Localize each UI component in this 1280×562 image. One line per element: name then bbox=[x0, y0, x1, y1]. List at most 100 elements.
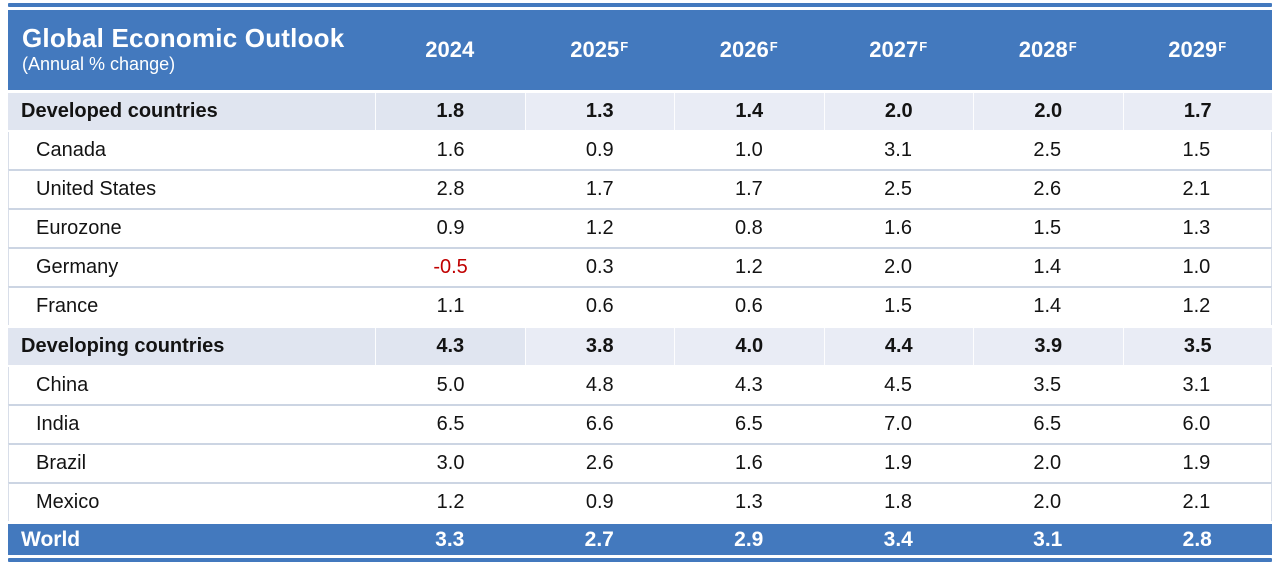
column-header-2025: 2025F bbox=[570, 37, 629, 62]
cell-value: 1.6 bbox=[436, 139, 465, 161]
table-row: World 3.3 2.7 2.9 3.4 3.1 2.8 bbox=[8, 524, 1272, 555]
cell-value: 2.7 bbox=[584, 527, 614, 551]
cell-value: 4.0 bbox=[674, 328, 824, 365]
cell-value: 0.6 bbox=[585, 295, 614, 317]
cell-value: 0.9 bbox=[436, 217, 465, 239]
table-row: Brazil 3.0 2.6 1.6 1.9 2.0 1.9 bbox=[8, 443, 1272, 482]
cell-value: 4.5 bbox=[884, 374, 912, 396]
cell-value: 1.8 bbox=[375, 93, 525, 130]
cell-value: 3.1 bbox=[1182, 374, 1211, 396]
forecast-marker: F bbox=[919, 39, 928, 54]
table-body: Developed countries 1.8 1.3 1.4 2.0 2.0 1.7 Can… bbox=[8, 93, 1272, 555]
cell-value: 1.2 bbox=[1182, 295, 1211, 317]
cell-value: 7.0 bbox=[884, 413, 912, 435]
cell-value: 1.4 bbox=[674, 93, 824, 130]
table-row: Germany -0.5 0.3 1.2 2.0 1.4 1.0 bbox=[8, 247, 1272, 286]
cell-value: 6.5 bbox=[436, 413, 465, 435]
cell-value: 1.4 bbox=[1033, 295, 1062, 317]
row-label: Brazil bbox=[36, 452, 87, 474]
cell-value: 1.5 bbox=[884, 295, 912, 317]
table-top-border bbox=[8, 3, 1272, 7]
cell-value: 3.1 bbox=[884, 139, 912, 161]
cell-value: 2.0 bbox=[973, 93, 1123, 130]
cell-value: 2.5 bbox=[884, 178, 912, 200]
cell-value: 2.6 bbox=[585, 452, 614, 474]
row-label: Canada bbox=[36, 139, 107, 161]
cell-value: 1.3 bbox=[1182, 217, 1211, 239]
cell-value: 2.0 bbox=[1033, 491, 1062, 513]
table-row: United States 2.8 1.7 1.7 2.5 2.6 2.1 bbox=[8, 169, 1272, 208]
cell-value: 0.6 bbox=[735, 295, 763, 317]
table-row: Eurozone 0.9 1.2 0.8 1.6 1.5 1.3 bbox=[8, 208, 1272, 247]
cell-value: 1.7 bbox=[1122, 93, 1272, 130]
cell-value: 2.9 bbox=[734, 527, 764, 551]
row-label: Mexico bbox=[36, 491, 100, 513]
forecast-marker: F bbox=[1218, 39, 1227, 54]
table-header-row: Global Economic Outlook (Annual % change… bbox=[8, 10, 1272, 90]
column-header-2028: 2028F bbox=[1018, 37, 1077, 62]
cell-value: 1.9 bbox=[884, 452, 912, 474]
cell-value: 5.0 bbox=[436, 374, 465, 396]
row-label: Developed countries bbox=[8, 93, 375, 130]
forecast-marker: F bbox=[620, 39, 629, 54]
table-title: Global Economic Outlook bbox=[22, 23, 345, 54]
cell-value: 1.2 bbox=[735, 256, 763, 278]
cell-value: 2.0 bbox=[823, 93, 973, 130]
cell-value: 6.6 bbox=[585, 413, 614, 435]
table-subtitle: (Annual % change) bbox=[22, 54, 176, 75]
row-label: France bbox=[36, 295, 99, 317]
table-row: Canada 1.6 0.9 1.0 3.1 2.5 1.5 bbox=[8, 132, 1272, 169]
cell-value: 1.4 bbox=[1033, 256, 1062, 278]
cell-value: 2.8 bbox=[436, 178, 465, 200]
cell-value: 2.5 bbox=[1033, 139, 1062, 161]
cell-value: 4.8 bbox=[585, 374, 614, 396]
cell-value: 4.3 bbox=[735, 374, 763, 396]
cell-value: 2.0 bbox=[884, 256, 912, 278]
cell-value: 1.2 bbox=[436, 491, 465, 513]
forecast-marker: F bbox=[1068, 39, 1077, 54]
column-header-2026: 2026F bbox=[719, 37, 778, 62]
column-header-2029: 2029F bbox=[1168, 37, 1227, 62]
cell-value: 1.7 bbox=[585, 178, 614, 200]
cell-value: 1.3 bbox=[524, 93, 674, 130]
cell-value: 2.6 bbox=[1033, 178, 1062, 200]
row-label: Germany bbox=[36, 256, 119, 278]
cell-value: 3.1 bbox=[1033, 527, 1063, 551]
table-row: Developing countries 4.3 3.8 4.0 4.4 3.9 3.5 bbox=[8, 328, 1272, 365]
column-header-2027: 2027F bbox=[869, 37, 928, 62]
cell-value: 2.0 bbox=[1033, 452, 1062, 474]
cell-value: 0.3 bbox=[585, 256, 614, 278]
cell-value: 1.2 bbox=[585, 217, 614, 239]
row-label: China bbox=[36, 374, 89, 396]
cell-value: 3.5 bbox=[1033, 374, 1062, 396]
cell-value: 0.8 bbox=[735, 217, 763, 239]
cell-value: 1.1 bbox=[436, 295, 465, 317]
row-label: World bbox=[21, 527, 81, 551]
cell-value: 4.3 bbox=[375, 328, 525, 365]
table-title-cell: Global Economic Outlook (Annual % change… bbox=[8, 23, 375, 75]
cell-value: 1.7 bbox=[735, 178, 763, 200]
cell-value: 1.0 bbox=[735, 139, 763, 161]
cell-value: 1.6 bbox=[735, 452, 763, 474]
table-row: Developed countries 1.8 1.3 1.4 2.0 2.0 1.7 bbox=[8, 93, 1272, 130]
cell-value: 0.9 bbox=[585, 491, 614, 513]
cell-value: -0.5 bbox=[433, 256, 468, 278]
cell-value: 2.1 bbox=[1182, 491, 1211, 513]
cell-value: 1.5 bbox=[1033, 217, 1062, 239]
cell-value: 0.9 bbox=[585, 139, 614, 161]
row-label: Eurozone bbox=[36, 217, 122, 239]
row-label: India bbox=[36, 413, 80, 435]
cell-value: 1.5 bbox=[1182, 139, 1211, 161]
cell-value: 1.6 bbox=[884, 217, 912, 239]
row-label: Developing countries bbox=[8, 328, 375, 365]
cell-value: 1.9 bbox=[1182, 452, 1211, 474]
cell-value: 6.5 bbox=[1033, 413, 1062, 435]
cell-value: 1.0 bbox=[1182, 256, 1211, 278]
cell-value: 6.0 bbox=[1182, 413, 1211, 435]
cell-value: 3.5 bbox=[1122, 328, 1272, 365]
table-row: France 1.1 0.6 0.6 1.5 1.4 1.2 bbox=[8, 286, 1272, 325]
cell-value: 1.3 bbox=[735, 491, 763, 513]
cell-value: 3.4 bbox=[883, 527, 913, 551]
table-bottom-border bbox=[8, 558, 1272, 562]
